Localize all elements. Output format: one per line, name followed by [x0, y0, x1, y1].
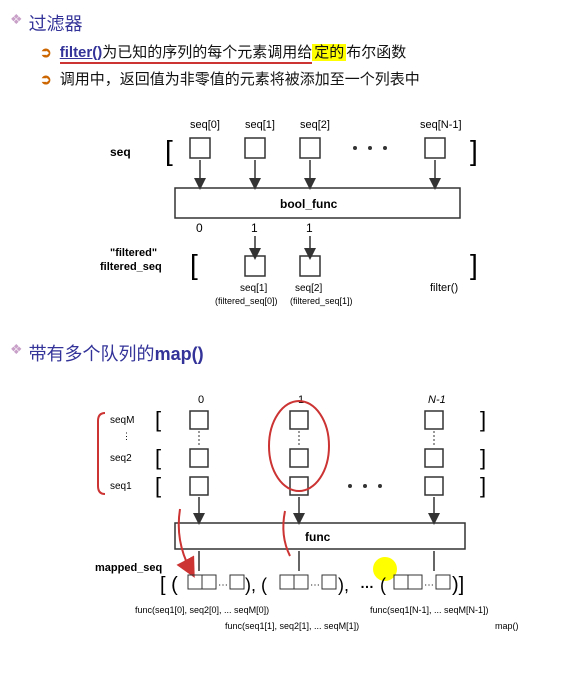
section-map: ❖ 带有多个队列的map()	[10, 340, 569, 366]
svg-text:[: [	[155, 445, 161, 470]
bullet-filter-2: ➲ 调用中，返回值为非零值的元素将被添加至一个列表中	[40, 69, 569, 92]
box	[425, 138, 445, 158]
bracket-l2: [	[190, 249, 198, 280]
svg-text:⋮: ⋮	[122, 431, 131, 441]
svg-text:…: …	[360, 575, 374, 591]
map-svg: 0 1 N-1 seqM seq2 seq1 ⋮ [ ] [ ] [ ] fun…	[80, 391, 560, 651]
label-seq2: seq[2]	[300, 119, 330, 131]
svg-text:)]: )]	[452, 574, 464, 596]
label-seq1: seq[1]	[245, 119, 275, 131]
label-seqN: seq[N-1]	[420, 119, 462, 131]
diagram-map: 0 1 N-1 seqM seq2 seq1 ⋮ [ ] [ ] [ ] fun…	[80, 391, 569, 655]
bullet-filter-1: ➲ filter()为已知的序列的每个元素调用给定的布尔函数	[40, 42, 569, 65]
svg-text:),: ),	[338, 575, 349, 595]
svg-text:⋯: ⋯	[310, 580, 320, 591]
colN: N-1	[428, 394, 446, 406]
heading-map: ❖ 带有多个队列的map()	[10, 340, 569, 366]
bullet-text: 调用中，返回值为非零值的元素将被添加至一个列表中	[60, 69, 420, 92]
bracket-r: ]	[470, 135, 478, 166]
fsub2: (filtered_seq[1])	[290, 296, 353, 306]
svg-text:(: (	[380, 575, 386, 595]
filter-svg: seq[0] seq[1] seq[2] seq[N-1] seq [ ] bo…	[100, 116, 520, 316]
bracket-r2: ]	[470, 249, 478, 280]
seq-label: seq	[110, 145, 131, 159]
red-bracket	[98, 413, 105, 494]
bracket-l: [	[165, 135, 173, 166]
heading-text: 过滤器	[29, 10, 83, 36]
red-arrow	[179, 509, 190, 569]
svg-text:]: ]	[480, 445, 486, 470]
section-filter: ❖ 过滤器 ➲ filter()为已知的序列的每个元素调用给定的布尔函数 ➲ 调…	[10, 10, 569, 91]
col0: 0	[198, 394, 204, 406]
svg-text:⋯: ⋯	[218, 580, 228, 591]
diamond-icon: ❖	[10, 10, 23, 30]
svg-text:⋯: ⋯	[424, 580, 434, 591]
rowM: seqM	[110, 415, 134, 426]
bfunc1: func(seq1[0], seq2[0], ... seqM[0])	[135, 605, 269, 615]
diagram-filter: seq[0] seq[1] seq[2] seq[N-1] seq [ ] bo…	[100, 116, 569, 320]
func-label: func	[305, 530, 331, 544]
func-name: filter()	[60, 44, 103, 64]
svg-text:[: [	[155, 473, 161, 498]
mapped-label: mapped_seq	[95, 562, 162, 574]
arrow-icon: ➲	[40, 42, 52, 63]
out0: 0	[196, 221, 203, 235]
svg-text:]: ]	[480, 407, 486, 432]
filtered-label2: filtered_seq	[100, 261, 162, 273]
box	[245, 256, 265, 276]
bfunc2: func(seq1[1], seq2[1], ... seqM[1])	[225, 621, 359, 631]
heading-filter: ❖ 过滤器	[10, 10, 569, 36]
arrow-icon: ➲	[40, 69, 52, 90]
label-seq0: seq[0]	[190, 119, 220, 131]
flabel1: seq[1]	[240, 283, 267, 294]
svg-text:), (: ), (	[245, 575, 267, 595]
bullet-text: filter()为已知的序列的每个元素调用给定的布尔函数	[60, 42, 407, 65]
box	[300, 256, 320, 276]
filter-call: filter()	[430, 282, 458, 294]
diamond-icon: ❖	[10, 340, 23, 360]
map-call: map()	[495, 621, 519, 631]
fsub1: (filtered_seq[0])	[215, 296, 278, 306]
svg-text:[ (: [ (	[160, 574, 178, 596]
flabel2: seq[2]	[295, 283, 322, 294]
svg-text:]: ]	[480, 473, 486, 498]
svg-text:[: [	[155, 407, 161, 432]
heading-text: 带有多个队列的map()	[29, 340, 204, 366]
box	[190, 138, 210, 158]
out2: 1	[306, 221, 313, 235]
row2: seq2	[110, 453, 132, 464]
col1: 1	[298, 394, 304, 406]
row1: seq1	[110, 481, 132, 492]
out1: 1	[251, 221, 258, 235]
box	[245, 138, 265, 158]
filtered-label1: "filtered"	[110, 247, 157, 259]
bool-func-label: bool_func	[280, 197, 338, 211]
bfunc3: func(seq1[N-1], ... seqM[N-1])	[370, 605, 489, 615]
box	[300, 138, 320, 158]
